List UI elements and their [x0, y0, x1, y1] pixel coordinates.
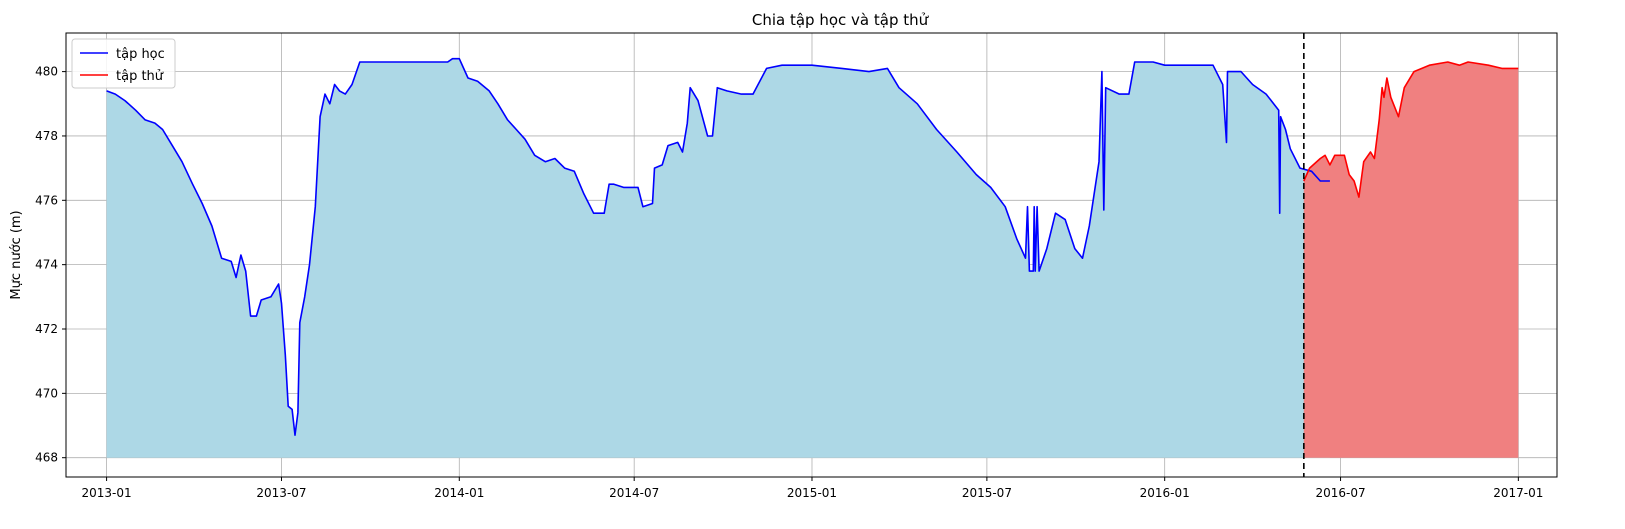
y-tick-label: 480 — [35, 65, 58, 79]
x-tick-label: 2015-07 — [962, 486, 1012, 500]
legend-label: tập học — [116, 47, 165, 62]
x-tick-label: 2016-07 — [1315, 486, 1365, 500]
x-tick-label: 2014-01 — [434, 486, 484, 500]
legend: tập học tập thử — [71, 38, 176, 89]
y-tick-label: 474 — [35, 258, 58, 272]
series-1-line — [1303, 61, 1519, 198]
series-0-line — [106, 57, 1330, 437]
x-tick-label: 2014-07 — [609, 486, 659, 500]
x-tick-label: 2015-01 — [787, 486, 837, 500]
area-fills — [106, 58, 1519, 458]
legend-label: tập thử — [116, 69, 164, 84]
chart-title: Chia tập học và tập thử — [752, 11, 930, 29]
x-tick-label: 2016-01 — [1140, 486, 1190, 500]
y-tick-label: 468 — [35, 451, 58, 465]
y-axis-ticks: 468 470 472 474 476 478 480 — [35, 65, 66, 465]
y-tick-label: 478 — [35, 129, 58, 143]
x-tick-label: 2013-07 — [256, 486, 306, 500]
series-1-area — [1303, 62, 1519, 458]
y-axis-label: Mực nước (m) — [9, 210, 24, 299]
y-tick-label: 476 — [35, 193, 58, 207]
y-tick-label: 470 — [35, 386, 58, 400]
y-tick-label: 472 — [35, 322, 58, 336]
series-0-area — [106, 58, 1330, 458]
x-axis-ticks: 2013-01 2013-07 2014-01 2014-07 2015-01 2015-… — [82, 477, 1543, 500]
x-tick-label: 2013-01 — [82, 486, 132, 500]
series-lines — [106, 57, 1519, 437]
x-tick-label: 2017-01 — [1493, 486, 1543, 500]
